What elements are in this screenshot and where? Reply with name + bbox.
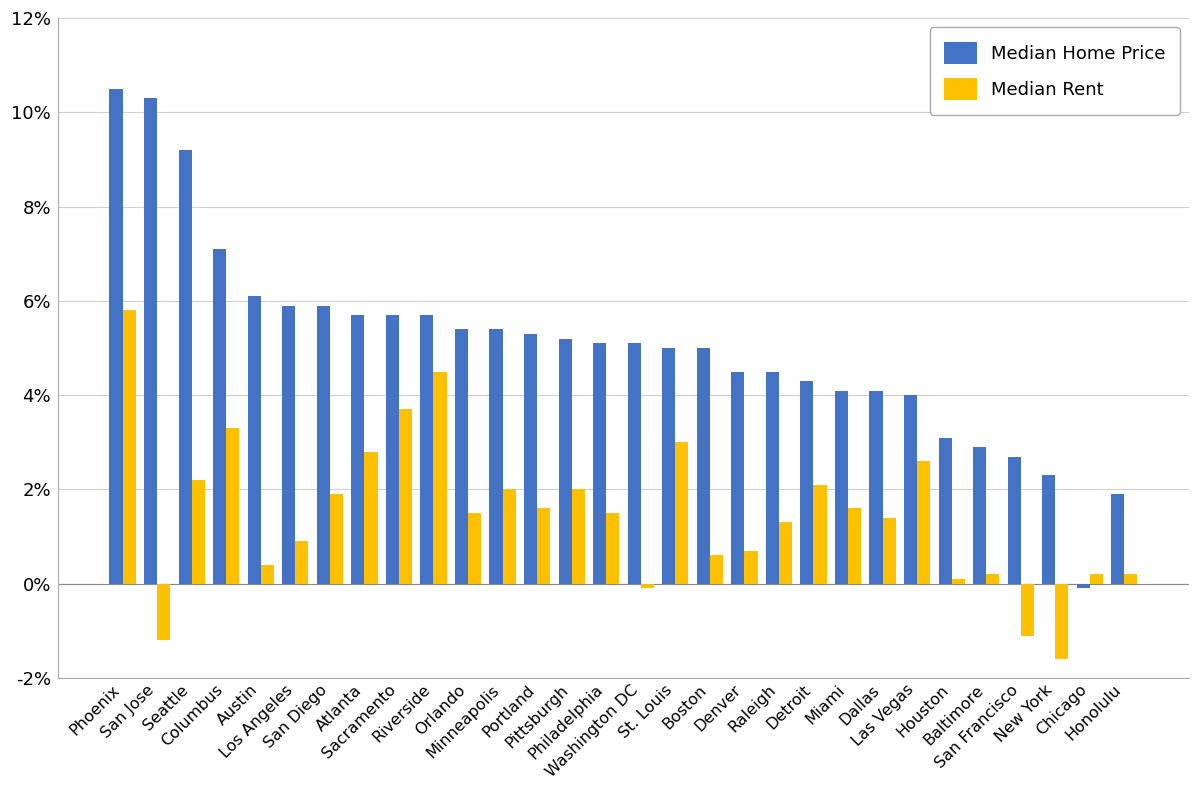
Bar [938,437,952,584]
Bar [317,305,330,584]
Bar [247,297,260,584]
Bar [1124,574,1138,584]
Bar [179,150,192,584]
Bar [192,480,205,584]
Bar [835,391,848,584]
Bar [628,343,641,584]
Bar [109,89,122,584]
Bar [641,584,654,589]
Bar [779,523,792,584]
Bar [1111,494,1124,584]
Bar [260,565,274,584]
Bar [398,410,412,584]
Bar [800,381,814,584]
Bar [571,490,584,584]
Bar [917,461,930,584]
Bar [731,372,744,584]
Bar [882,518,895,584]
Bar [1008,456,1021,584]
Bar [386,315,398,584]
Bar [122,310,136,584]
Bar [490,329,503,584]
Bar [710,555,722,584]
Bar [433,372,446,584]
Bar [606,513,619,584]
Bar [973,447,986,584]
Bar [503,490,516,584]
Bar [1042,475,1055,584]
Bar [282,305,295,584]
Bar [157,584,170,641]
Bar [295,541,308,584]
Bar [330,494,343,584]
Bar [1055,584,1068,659]
Bar [1076,584,1090,589]
Bar [744,551,757,584]
Bar [814,485,827,584]
Bar [558,339,571,584]
Bar [365,452,378,584]
Bar [904,396,917,584]
Bar [352,315,365,584]
Bar [214,249,227,584]
Bar [538,509,551,584]
Bar [766,372,779,584]
Bar [144,98,157,584]
Bar [870,391,882,584]
Bar [697,348,710,584]
Bar [986,574,1000,584]
Bar [662,348,676,584]
Bar [524,334,538,584]
Legend: Median Home Price, Median Rent: Median Home Price, Median Rent [930,27,1180,115]
Bar [952,579,965,584]
Bar [420,315,433,584]
Bar [1021,584,1034,636]
Bar [676,442,689,584]
Bar [848,509,862,584]
Bar [1090,574,1103,584]
Bar [455,329,468,584]
Bar [593,343,606,584]
Bar [227,428,239,584]
Bar [468,513,481,584]
